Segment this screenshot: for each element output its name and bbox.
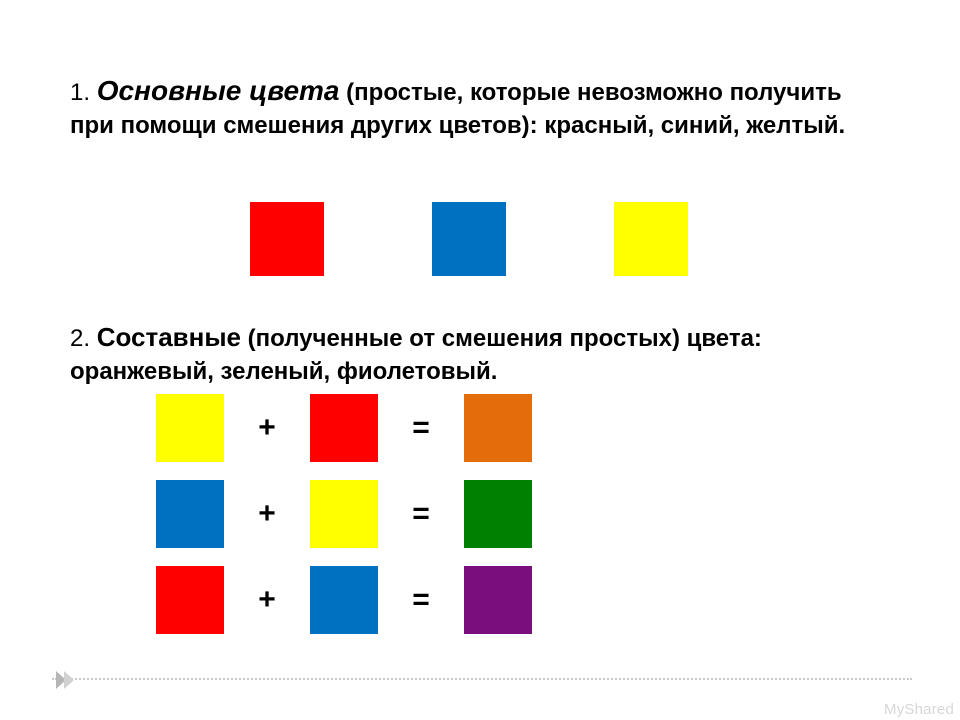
plus-sign: + bbox=[224, 583, 310, 617]
play-arrow-icon bbox=[54, 669, 76, 691]
footer-divider bbox=[52, 678, 912, 680]
section2-heading: 2. Составные (полученные от смешения про… bbox=[70, 320, 890, 388]
section1-title: Основные цвета bbox=[97, 75, 340, 106]
mix-b-yellow bbox=[310, 480, 378, 548]
swatch-blue bbox=[432, 202, 506, 276]
mix-b-red bbox=[310, 394, 378, 462]
section2-num: 2. bbox=[70, 325, 97, 352]
equals-sign: = bbox=[378, 411, 464, 445]
primary-swatch-row bbox=[250, 202, 890, 276]
mix-b-blue bbox=[310, 566, 378, 634]
section2-title: Составные bbox=[97, 322, 241, 352]
plus-sign: + bbox=[224, 497, 310, 531]
mix-c-purple bbox=[464, 566, 532, 634]
mix-c-green bbox=[464, 480, 532, 548]
plus-sign: + bbox=[224, 411, 310, 445]
mix-row: + = bbox=[156, 394, 890, 462]
swatch-yellow bbox=[614, 202, 688, 276]
watermark: MyShared bbox=[878, 697, 960, 720]
mix-rows: + = + = + = bbox=[156, 394, 890, 634]
mix-c-orange bbox=[464, 394, 532, 462]
equals-sign: = bbox=[378, 497, 464, 531]
mix-a-yellow bbox=[156, 394, 224, 462]
section1-dot: . bbox=[83, 79, 96, 106]
section1-num: 1 bbox=[70, 79, 83, 106]
equals-sign: = bbox=[378, 583, 464, 617]
mix-row: + = bbox=[156, 480, 890, 548]
mix-row: + = bbox=[156, 566, 890, 634]
mix-a-blue bbox=[156, 480, 224, 548]
swatch-red bbox=[250, 202, 324, 276]
mix-a-red bbox=[156, 566, 224, 634]
section1-heading: 1. Основные цвета (простые, которые нево… bbox=[70, 72, 890, 142]
